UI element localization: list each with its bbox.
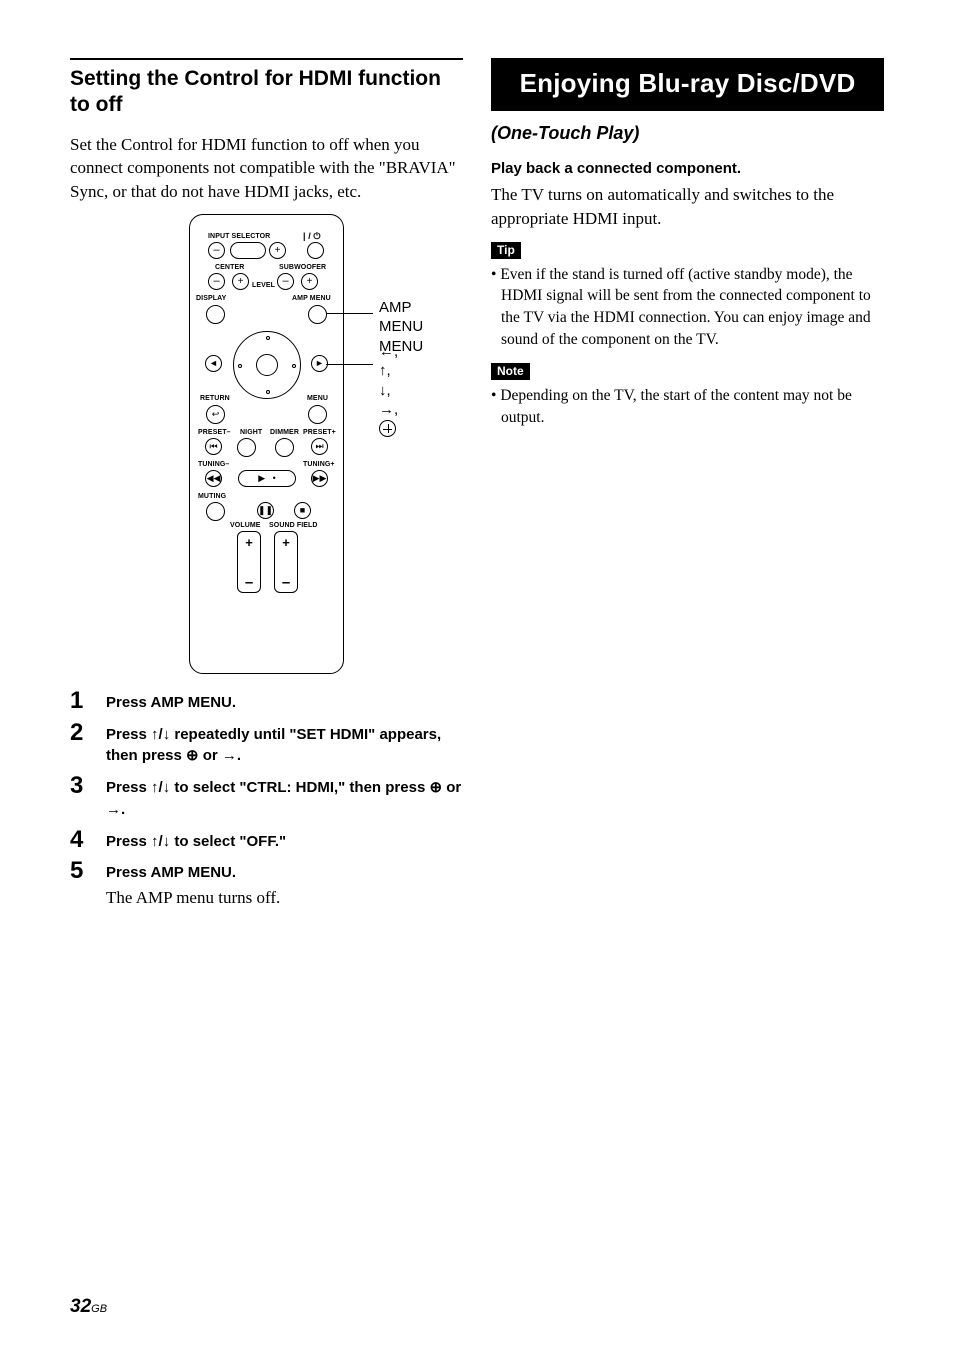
btn-rew: ◀◀ — [205, 470, 222, 487]
btn-center-minus — [208, 273, 225, 290]
leader-arrows — [326, 364, 373, 365]
btn-next: ⏭ — [311, 438, 328, 455]
remote-diagram: INPUT SELECTOR | / ⏻ CENTER SUBWOOFER LE… — [70, 214, 463, 674]
step-1: Press AMP MENU. — [70, 692, 463, 714]
label-muting: MUTING — [198, 493, 226, 500]
label-amp-menu: AMP MENU — [292, 295, 331, 302]
banner-title: Enjoying Blu-ray Disc/DVD — [491, 58, 884, 111]
rocker-soundfield — [274, 531, 298, 593]
btn-prev: ⏮ — [205, 438, 222, 455]
label-sound-field: SOUND FIELD — [269, 522, 318, 529]
step-1-text: Press AMP MENU. — [106, 692, 463, 714]
callout-amp-menu-text: AMP MENU — [379, 299, 423, 336]
remote-outline: INPUT SELECTOR | / ⏻ CENTER SUBWOOFER LE… — [189, 214, 344, 674]
tip-badge: Tip — [491, 242, 521, 259]
btn-sub-minus — [277, 273, 294, 290]
btn-power — [307, 242, 324, 259]
label-tuning-minus: TUNING– — [198, 461, 229, 468]
section-intro: Set the Control for HDMI function to off… — [70, 133, 463, 204]
step-3: Press ↑/↓ to select "CTRL: HDMI," then p… — [70, 777, 463, 821]
step-2: Press ↑/↓ repeatedly until "SET HDMI" ap… — [70, 724, 463, 768]
btn-ffwd: ▶▶ — [311, 470, 328, 487]
enter-icon — [379, 420, 396, 437]
section-rule — [70, 58, 463, 60]
btn-display — [206, 305, 225, 324]
right-body: The TV turns on automatically and switch… — [491, 183, 884, 231]
btn-pause: ❚❚ — [257, 502, 274, 519]
label-tuning-plus: TUNING+ — [303, 461, 335, 468]
label-menu: MENU — [307, 395, 328, 402]
btn-input-minus — [208, 242, 225, 259]
btn-input-plus — [269, 242, 286, 259]
btn-left: ◄ — [205, 355, 222, 372]
btn-muting — [206, 502, 225, 521]
btn-sub-plus — [301, 273, 318, 290]
btn-stop: ■ — [294, 502, 311, 519]
btn-dimmer — [275, 438, 294, 457]
dpad-ring — [233, 331, 301, 399]
btn-play: ▶ • — [238, 470, 296, 487]
play-back-heading: Play back a connected component. — [491, 160, 884, 177]
btn-input-pill — [230, 242, 266, 259]
rocker-volume — [237, 531, 261, 593]
label-dimmer: DIMMER — [270, 429, 299, 436]
note-badge: Note — [491, 363, 530, 380]
page-num: 32 — [70, 1296, 91, 1317]
step-2-text: Press ↑/↓ repeatedly until "SET HDMI" ap… — [106, 724, 463, 768]
page-region: GB — [91, 1303, 107, 1315]
btn-night — [237, 438, 256, 457]
left-column: Setting the Control for HDMI function to… — [70, 58, 463, 920]
note-list: Depending on the TV, the start of the co… — [491, 385, 884, 428]
btn-center-plus — [232, 273, 249, 290]
steps-list: Press AMP MENU. Press ↑/↓ repeatedly unt… — [70, 692, 463, 910]
label-input-selector: INPUT SELECTOR — [208, 233, 270, 240]
step-4: Press ↑/↓ to select "OFF." — [70, 831, 463, 853]
leader-amp-menu — [326, 313, 373, 314]
label-display: DISPLAY — [196, 295, 226, 302]
label-volume: VOLUME — [230, 522, 261, 529]
note-item: Depending on the TV, the start of the co… — [491, 385, 884, 428]
label-night: NIGHT — [240, 429, 262, 436]
step-5-note: The AMP menu turns off. — [106, 886, 463, 910]
callout-arrows-text: ←, ↑, ↓, →, — [379, 343, 398, 419]
label-preset-minus: PRESET– — [198, 429, 231, 436]
step-4-text: Press ↑/↓ to select "OFF." — [106, 831, 463, 853]
btn-return: ↩ — [206, 405, 225, 424]
right-column: Enjoying Blu-ray Disc/DVD (One-Touch Pla… — [491, 58, 884, 920]
page-number: 32GB — [70, 1296, 107, 1318]
tip-list: Even if the stand is turned off (active … — [491, 264, 884, 351]
btn-amp-menu — [308, 305, 327, 324]
tip-item: Even if the stand is turned off (active … — [491, 264, 884, 351]
label-return: RETURN — [200, 395, 230, 402]
btn-menu — [308, 405, 327, 424]
label-level: LEVEL — [252, 282, 275, 289]
step-3-text: Press ↑/↓ to select "CTRL: HDMI," then p… — [106, 777, 463, 821]
subtitle: (One-Touch Play) — [491, 123, 884, 144]
label-power: | / ⏻ — [303, 231, 321, 242]
section-title: Setting the Control for HDMI function to… — [70, 66, 463, 119]
label-preset-plus: PRESET+ — [303, 429, 336, 436]
label-center: CENTER — [215, 264, 244, 271]
step-5-text: Press AMP MENU. — [106, 862, 463, 884]
label-subwoofer: SUBWOOFER — [279, 264, 326, 271]
callout-arrows: ←, ↑, ↓, →, — [379, 342, 398, 440]
step-5: Press AMP MENU. The AMP menu turns off. — [70, 862, 463, 910]
